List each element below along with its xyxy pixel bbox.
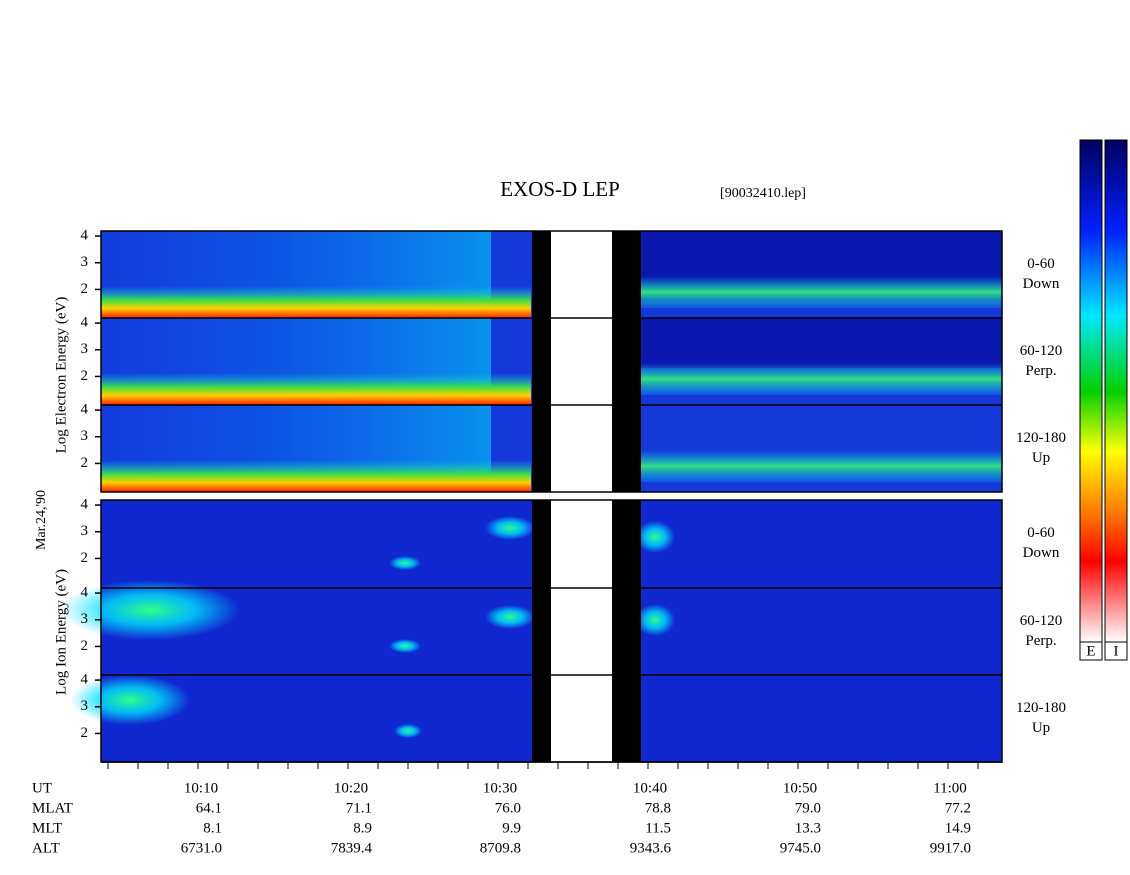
colorbar xyxy=(1079,139,1103,643)
row-label: UT xyxy=(32,780,52,796)
row-value: 64.1 xyxy=(196,800,222,816)
panel-range: 60-120 xyxy=(1020,343,1063,359)
row-value: 9.9 xyxy=(502,820,521,836)
panel-range: 0-60 xyxy=(1027,256,1055,272)
row-value: 71.1 xyxy=(346,800,372,816)
row-value: 77.2 xyxy=(945,800,971,816)
y-tick-label: 2 xyxy=(81,281,89,297)
y-tick-label: 4 xyxy=(81,402,89,418)
panel-direction: Perp. xyxy=(1025,633,1056,649)
colorbar-label: E xyxy=(1086,643,1095,659)
y-tick-label: 4 xyxy=(81,228,89,244)
time-label: 10:20 xyxy=(334,780,368,796)
y-tick-label: 3 xyxy=(81,341,89,357)
y-tick-label: 3 xyxy=(81,254,89,270)
file-name: [90032410.lep] xyxy=(720,186,806,201)
y-axis-label: Log Electron Energy (eV) xyxy=(53,297,69,454)
y-tick-label: 2 xyxy=(81,368,89,384)
row-value: 9343.6 xyxy=(630,840,672,856)
row-value: 9745.0 xyxy=(780,840,821,856)
row-value: 14.9 xyxy=(945,820,971,836)
y-tick-label: 2 xyxy=(81,725,89,741)
row-value: 8709.8 xyxy=(480,840,521,856)
y-tick-label: 4 xyxy=(81,315,89,331)
panel-direction: Down xyxy=(1023,545,1060,561)
row-label: MLT xyxy=(32,820,62,836)
y-tick-label: 3 xyxy=(81,523,89,539)
row-value: 11.5 xyxy=(645,820,671,836)
y-tick-label: 2 xyxy=(81,455,89,471)
spectrogram xyxy=(60,231,1002,762)
row-value: 7839.4 xyxy=(331,840,373,856)
panel-range: 120-180 xyxy=(1016,430,1066,446)
y-axis-label: Log Ion Energy (eV) xyxy=(53,569,69,695)
time-label: 11:00 xyxy=(933,780,967,796)
time-label: 10:30 xyxy=(483,780,517,796)
panel-direction: Up xyxy=(1032,450,1050,466)
panel-range: 60-120 xyxy=(1020,613,1063,629)
date-label: Mar.24,'90 xyxy=(34,490,49,550)
y-tick-label: 4 xyxy=(81,585,89,601)
row-label: MLAT xyxy=(32,800,73,816)
panel-direction: Down xyxy=(1023,276,1060,292)
y-tick-label: 4 xyxy=(81,672,89,688)
panel-range: 120-180 xyxy=(1016,700,1066,716)
y-tick-label: 2 xyxy=(81,550,89,566)
row-value: 8.1 xyxy=(203,820,222,836)
colorbar-box xyxy=(1104,641,1128,661)
row-value: 6731.0 xyxy=(181,840,222,856)
row-value: 78.8 xyxy=(645,800,671,816)
y-tick-label: 4 xyxy=(81,497,89,513)
colorbar-box xyxy=(1079,641,1103,661)
row-value: 79.0 xyxy=(795,800,821,816)
panel-direction: Up xyxy=(1032,720,1050,736)
title: EXOS-D LEP xyxy=(500,177,620,201)
time-label: 10:50 xyxy=(783,780,817,796)
y-tick-label: 2 xyxy=(81,638,89,654)
time-label: 10:40 xyxy=(633,780,667,796)
y-tick-label: 3 xyxy=(81,698,89,714)
row-value: 8.9 xyxy=(353,820,372,836)
row-value: 76.0 xyxy=(495,800,521,816)
colorbar xyxy=(1104,139,1128,643)
time-label: 10:10 xyxy=(184,780,218,796)
panel-direction: Perp. xyxy=(1025,363,1056,379)
y-tick-label: 3 xyxy=(81,611,89,627)
y-tick-label: 3 xyxy=(81,428,89,444)
colorbar-label: I xyxy=(1114,643,1119,659)
row-value: 9917.0 xyxy=(930,840,971,856)
row-label: ALT xyxy=(32,840,60,856)
panel-range: 0-60 xyxy=(1027,525,1055,541)
row-value: 13.3 xyxy=(795,820,821,836)
